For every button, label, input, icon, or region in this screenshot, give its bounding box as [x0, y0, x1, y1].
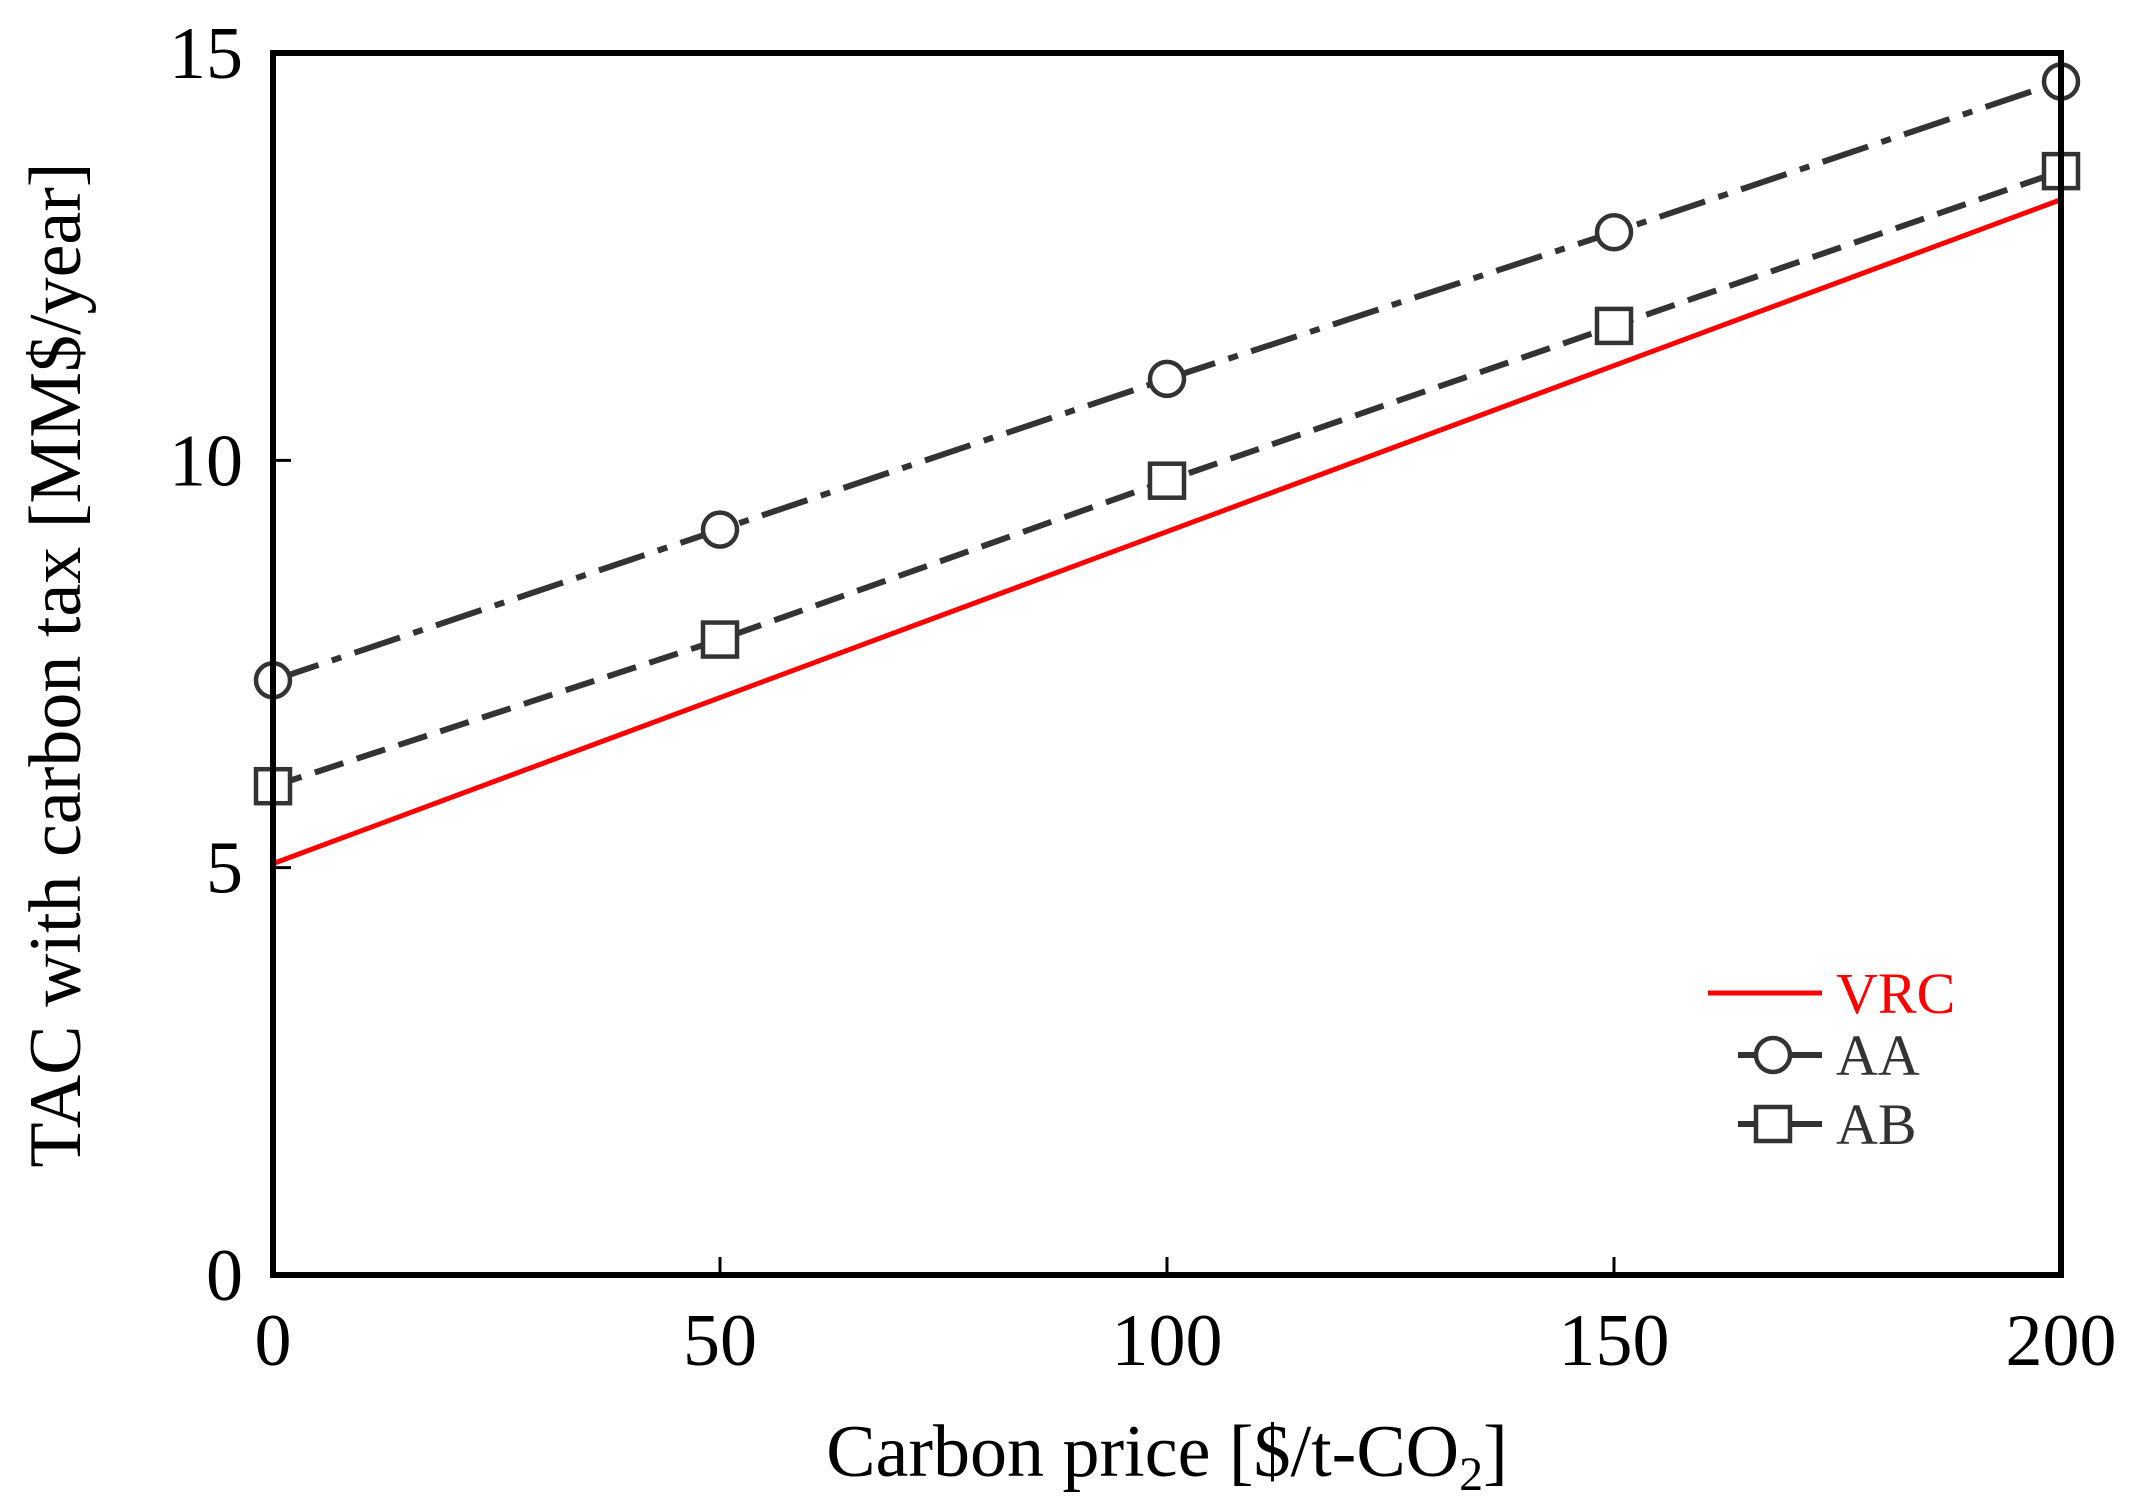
x-tick-label: 100: [1112, 1300, 1223, 1382]
plot-frame: [270, 50, 2064, 1278]
ticks-layer: 0 50 100 150 200 0 5 10 15: [169, 13, 2117, 1382]
legend-label-vrc: VRC: [1836, 961, 1955, 1026]
data-point-ab: [700, 620, 740, 659]
legend-label-ab: AB: [1836, 1092, 1917, 1157]
x-tick-label: 0: [255, 1300, 292, 1382]
series-ab: [253, 151, 2081, 806]
series-line-aa: [272, 78, 2062, 684]
series-layer: [253, 62, 2081, 866]
x-axis-title-end: ]: [1483, 1411, 1508, 1493]
data-point-aa: [1147, 359, 1187, 399]
x-tick-label: 50: [683, 1300, 757, 1382]
legend-swatch-marker-aa: [1753, 1035, 1793, 1075]
x-tick-label: 200: [2006, 1300, 2117, 1382]
data-point-ab: [1147, 461, 1187, 500]
data-point-aa: [700, 510, 740, 549]
legend-item-aa: AA: [1738, 1023, 1920, 1088]
x-tick-label: 150: [1559, 1300, 1670, 1382]
series-line-vrc: [272, 197, 2062, 866]
data-point-aa: [1594, 212, 1634, 252]
y-axis-title: TAC with carbon tax [MM$/year]: [15, 162, 97, 1167]
data-point-ab: [1594, 306, 1634, 346]
series-aa: [253, 62, 2081, 700]
x-axis-title-subscript: 2: [1459, 1448, 1483, 1501]
x-axis-title-main: Carbon price [$/t-CO: [826, 1411, 1459, 1493]
legend-item-vrc: VRC: [1708, 961, 1955, 1026]
legend-item-ab: AB: [1738, 1092, 1917, 1157]
y-tick-label: 10: [169, 420, 243, 502]
series-vrc: [272, 197, 2062, 866]
legend-swatch-marker-ab: [1753, 1104, 1793, 1144]
y-tick-label: 5: [206, 828, 243, 910]
x-axis-title: Carbon price [$/t-CO2]: [826, 1411, 1508, 1501]
y-tick-label: 15: [169, 13, 243, 95]
legend-label-aa: AA: [1836, 1023, 1920, 1088]
y-tick-label: 0: [206, 1235, 243, 1317]
